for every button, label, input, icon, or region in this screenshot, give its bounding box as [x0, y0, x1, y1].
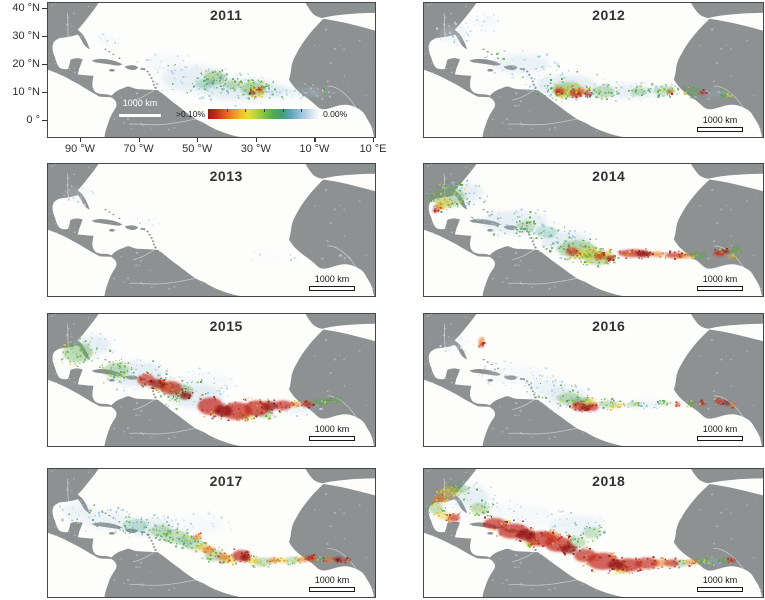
lat-label: 0 °	[26, 114, 40, 126]
lat-label: 40 °N	[12, 2, 40, 14]
scale-bar: 1000 km	[697, 424, 743, 441]
map-panel-2013: 2013 1000 km	[47, 163, 376, 297]
lat-tick	[42, 63, 47, 65]
scale-bar: 1000 km	[309, 575, 355, 592]
map-panel-2016: 2016 1000 km	[423, 313, 764, 447]
scale-bar-label: 1000 km	[314, 424, 350, 434]
colorbar-tick	[245, 109, 247, 112]
lat-label: 20 °N	[12, 58, 40, 70]
lat-tick	[42, 35, 47, 37]
map-panel-2017: 2017 1000 km	[47, 468, 376, 598]
map-panel-2011: 2011 1000 km	[47, 2, 376, 138]
scale-bar: 1000 km	[309, 274, 355, 291]
lon-tick	[314, 138, 316, 142]
year-label: 2013	[209, 168, 243, 184]
lon-label: 30 °W	[240, 143, 271, 155]
lat-tick	[42, 119, 47, 121]
lon-label: 90 °W	[64, 143, 96, 155]
colorbar-tick	[301, 109, 303, 112]
scale-bar-line	[309, 286, 355, 291]
colorbar-tick	[264, 109, 266, 112]
scale-bar: 1000 km	[697, 575, 743, 592]
scale-bar-line	[119, 114, 161, 117]
scale-bar-label: 1000 km	[702, 115, 738, 125]
lat-tick	[42, 7, 47, 9]
lon-tick	[80, 138, 82, 142]
scale-bar: 1000 km	[697, 274, 743, 291]
map-panel-2018: 2018 1000 km	[423, 468, 764, 598]
colorbar-tick	[282, 109, 284, 112]
scale-bar-label: 1000 km	[702, 575, 738, 585]
lon-tick	[373, 138, 375, 142]
scale-bar-label: 1000 km	[314, 575, 350, 585]
lat-tick	[42, 91, 47, 93]
year-label: 2016	[592, 318, 626, 334]
lon-label: 10 °E	[359, 143, 387, 155]
year-label: 2017	[209, 473, 243, 489]
year-label: 2012	[592, 7, 626, 23]
year-label: 2014	[592, 168, 626, 184]
colorbar-max-label: >0.10%	[176, 109, 206, 119]
year-label: 2011	[210, 7, 243, 23]
colorbar-legend: >0.10% 0.00%	[176, 109, 347, 119]
colorbar-tick	[226, 109, 228, 112]
map-panel-2012: 2012 1000 km	[423, 2, 764, 138]
scale-bar-label: 1000 km	[314, 274, 350, 284]
lon-tick	[255, 138, 257, 142]
year-label: 2015	[209, 318, 243, 334]
lon-tick	[138, 138, 140, 142]
year-label: 2018	[592, 473, 626, 489]
scale-bar-label: 1000 km	[122, 98, 158, 108]
scale-bar-line	[309, 587, 355, 592]
scale-bar-line	[697, 127, 743, 132]
lon-label: 10 °W	[299, 143, 330, 155]
scale-bar: 1000 km	[119, 98, 161, 117]
lon-label: 50 °W	[182, 143, 213, 155]
lon-label: 70 °W	[123, 143, 154, 155]
scale-bar-label: 1000 km	[702, 274, 738, 284]
scale-bar-line	[697, 286, 743, 291]
lon-tick	[197, 138, 199, 142]
scale-bar-line	[697, 436, 743, 441]
colorbar-min-label: 0.00%	[323, 109, 348, 119]
scale-bar-line	[309, 436, 355, 441]
scale-bar: 1000 km	[697, 115, 743, 132]
scale-bar-line	[697, 587, 743, 592]
scale-bar: 1000 km	[309, 424, 355, 441]
colorbar-gradient	[208, 109, 321, 119]
lat-label: 30 °N	[12, 30, 40, 42]
scale-bar-label: 1000 km	[702, 424, 738, 434]
lat-label: 10 °N	[12, 86, 40, 98]
map-panel-2015: 2015 1000 km	[47, 313, 376, 447]
map-panel-2014: 2014 1000 km	[423, 163, 764, 297]
